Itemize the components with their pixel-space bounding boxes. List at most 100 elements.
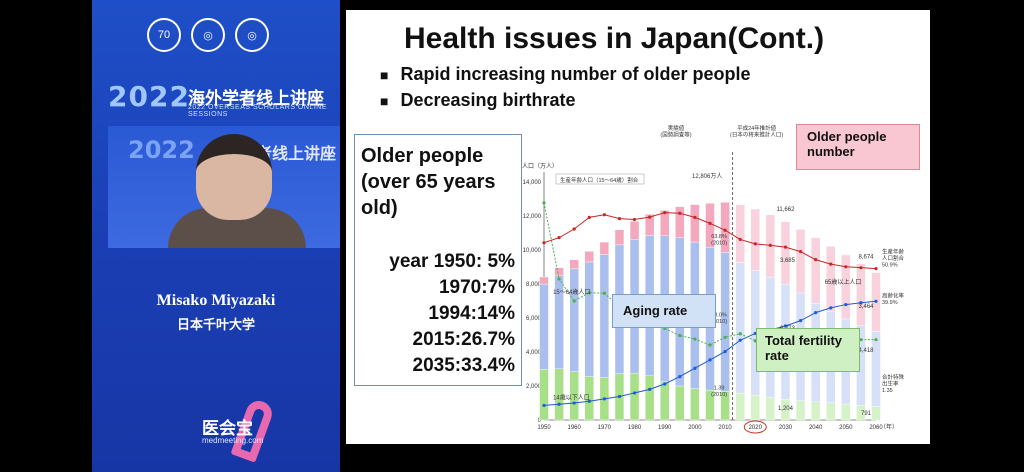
series-point [557, 277, 561, 281]
bar-segment [690, 388, 700, 421]
series-point [814, 258, 818, 262]
brand-url: medmeeting.com [202, 436, 264, 445]
info-line: 2035:33.4% [412, 355, 515, 376]
label-working: 15～64歳人口 [553, 288, 590, 296]
y-tick-label: 12,000 [523, 214, 542, 220]
x-tick-label: 2030 [779, 425, 793, 431]
y-tick-label: 6,000 [526, 316, 542, 322]
series-point [542, 403, 546, 408]
event-year: 2022 [108, 80, 190, 113]
bar-segment [810, 401, 821, 421]
y-tick-label: 4,000 [526, 350, 542, 356]
series-point [602, 397, 606, 401]
bar-segment [826, 402, 836, 421]
series-point [617, 216, 622, 221]
x-tick-label: 2040 [809, 425, 823, 431]
series-point [738, 237, 742, 242]
series-point [572, 227, 576, 231]
series-point [648, 215, 652, 219]
bar-segment [735, 204, 745, 263]
right-aging-label: 高齢化率 39.9% [882, 292, 905, 307]
series-point [587, 399, 591, 403]
x-tick-label: 1960 [568, 425, 582, 431]
label-child: 14歳以下人口 [553, 394, 590, 402]
series-point [723, 335, 727, 339]
speaker-institution: 日本千叶大学 [176, 318, 255, 333]
bar-segment [644, 375, 655, 421]
bar-segment [539, 369, 549, 421]
bar-segment [644, 214, 655, 236]
series-point [693, 366, 697, 370]
series-point [738, 332, 742, 336]
bar-segment [539, 276, 549, 285]
info-heading: Older people (over 65 years old) [361, 145, 496, 219]
y-tick-label: 14,000 [523, 180, 542, 186]
series-point [753, 242, 757, 246]
older-people-info-box: Older people (over 65 years old) year 19… [354, 134, 522, 386]
label-actual: 実績値(国勢調査等) [660, 124, 691, 139]
x-tick-label: 2060 [869, 425, 883, 431]
bar-segment [841, 254, 851, 320]
bar-segment [569, 259, 579, 270]
series-point [572, 401, 576, 405]
event-title: 海外学者线上讲座 [188, 89, 324, 109]
info-line: 1994:14% [428, 303, 515, 324]
series-point [768, 243, 772, 247]
series-point [708, 358, 712, 362]
old-2030: 3,685 [780, 258, 796, 264]
callout-aging-rate: Aging rate [612, 294, 716, 328]
y-tick-label: 0 [538, 418, 542, 424]
speaker-video: 2022 海外学者线上讲座 [108, 126, 340, 248]
video-backdrop-year: 2022 [128, 136, 195, 164]
event-subtitle: 2022 OVERSEAS SCHOLARS ONLINE SESSIONS [188, 104, 327, 118]
series-point [723, 228, 727, 232]
series-point [557, 236, 561, 240]
working-2060: 4,418 [858, 348, 874, 354]
total-2030: 11,662 [777, 207, 796, 213]
y-axis-label: 人口（万人） [522, 163, 558, 170]
child-2060: 791 [861, 411, 872, 417]
bar-segment [569, 268, 579, 372]
callout-older-people: Older people number [796, 124, 920, 170]
bar-segment [795, 400, 806, 421]
bar-segment [584, 261, 594, 377]
bar-segment [810, 237, 821, 304]
bar-segment [660, 210, 670, 236]
bar-segment [660, 381, 670, 421]
series-point [632, 391, 637, 395]
info-line: 2015:26.7% [412, 329, 515, 350]
bar-segment [871, 406, 881, 421]
series-point [829, 262, 833, 266]
bar-segment [675, 206, 685, 238]
old-2060: 3,464 [858, 304, 874, 310]
series-point [844, 302, 848, 307]
series-point [783, 324, 788, 328]
bar-segment [735, 392, 745, 421]
bar-segment [750, 395, 760, 421]
speaker-head [196, 134, 272, 220]
bar-segment [614, 229, 625, 246]
y-tick-label: 8,000 [526, 282, 542, 288]
child-2030: 1,204 [778, 406, 794, 412]
bar-segment [629, 373, 640, 421]
ratio-2010: 63.8% (2010) [711, 234, 727, 247]
bar-segment [735, 262, 745, 394]
bar-segment [795, 229, 806, 294]
bar-segment [539, 283, 549, 370]
bar-segment [629, 220, 640, 240]
callout-fertility-rate: Total fertility rate [756, 328, 860, 372]
label-projection: 平成24年推計値(日本の将来推計人口) [730, 124, 783, 139]
slide-title: Health issues in Japan(Cont.) [404, 22, 825, 55]
bar-segment [826, 246, 836, 312]
series-point [663, 211, 667, 215]
bar-segment [765, 397, 776, 421]
bar-segment [720, 202, 730, 253]
series-point [829, 306, 833, 310]
bar-segment [841, 403, 851, 421]
series-point [678, 333, 682, 338]
series-point [783, 245, 788, 249]
series-point [874, 338, 878, 342]
x-tick-label: 1970 [598, 425, 612, 431]
bar-segment [750, 208, 760, 271]
x-tick-label: 2000 [688, 425, 702, 431]
